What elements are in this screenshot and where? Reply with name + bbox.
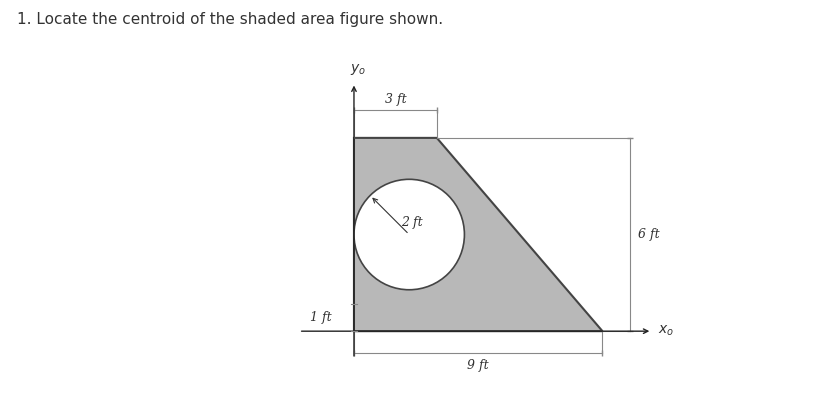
Text: 2 ft: 2 ft — [401, 216, 423, 229]
Polygon shape — [354, 138, 602, 331]
Text: 9 ft: 9 ft — [467, 359, 489, 372]
Circle shape — [354, 179, 465, 290]
Text: 6 ft: 6 ft — [638, 228, 660, 241]
Text: $x_o$: $x_o$ — [658, 324, 674, 339]
Text: 1. Locate the centroid of the shaded area figure shown.: 1. Locate the centroid of the shaded are… — [17, 12, 443, 27]
Text: 3 ft: 3 ft — [384, 93, 406, 106]
Text: $y_o$: $y_o$ — [350, 62, 366, 77]
Text: 1 ft: 1 ft — [310, 311, 332, 324]
